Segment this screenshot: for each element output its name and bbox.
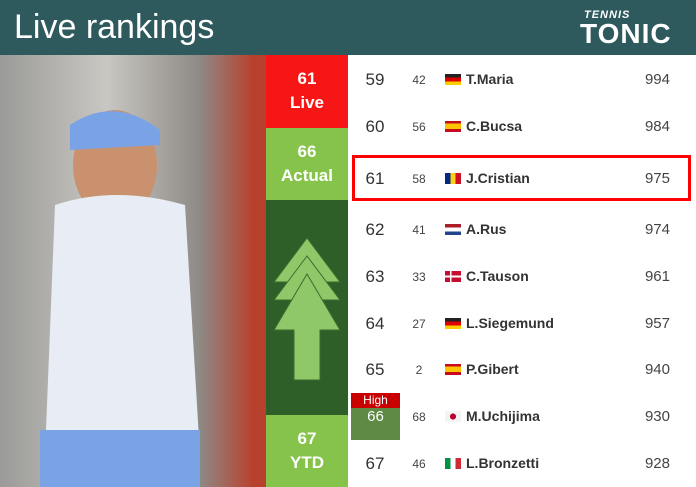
player-name[interactable]: T.Maria bbox=[466, 71, 514, 87]
points: 957 bbox=[644, 315, 670, 332]
player-name[interactable]: C.Tauson bbox=[466, 268, 529, 284]
career-high-badge: High 66 bbox=[351, 393, 400, 440]
points: 975 bbox=[644, 170, 670, 187]
header: Live rankings TENNIS TONIC bbox=[0, 0, 696, 55]
rank: 61 bbox=[365, 169, 385, 188]
previous-rank: 68 bbox=[412, 410, 426, 424]
ranking-row[interactable]: 59 42 T.Maria 994 bbox=[348, 56, 696, 103]
points: 984 bbox=[644, 118, 670, 135]
points: 974 bbox=[644, 221, 670, 238]
player-name[interactable]: P.Gibert bbox=[466, 361, 519, 377]
rank: 67 bbox=[365, 454, 385, 473]
player-name[interactable]: J.Cristian bbox=[466, 170, 530, 186]
points: 930 bbox=[644, 408, 670, 425]
player-name[interactable]: L.Siegemund bbox=[466, 315, 554, 331]
rank: 64 bbox=[365, 314, 385, 333]
ranking-row[interactable]: 67 46 L.Bronzetti 928 bbox=[348, 440, 696, 487]
current-player-highlight bbox=[352, 155, 691, 201]
flag-spain-icon bbox=[445, 121, 461, 132]
ytd-rank-box: 67 YTD bbox=[266, 415, 348, 487]
previous-rank: 33 bbox=[412, 270, 426, 284]
points: 928 bbox=[644, 455, 670, 472]
actual-rank-box: 66 Actual bbox=[266, 128, 348, 200]
rank: 63 bbox=[365, 267, 385, 286]
ranking-row[interactable]: 63 33 C.Tauson 961 bbox=[348, 253, 696, 300]
rank: 60 bbox=[365, 117, 385, 136]
points: 961 bbox=[644, 268, 670, 285]
previous-rank: 46 bbox=[412, 457, 426, 471]
previous-rank: 58 bbox=[412, 172, 426, 186]
page-title: Live rankings bbox=[14, 8, 215, 46]
player-name[interactable]: M.Uchijima bbox=[466, 408, 540, 424]
previous-rank: 42 bbox=[412, 73, 426, 87]
player-name[interactable]: A.Rus bbox=[466, 221, 507, 237]
trend-box bbox=[266, 200, 348, 415]
flag-germany-icon bbox=[445, 318, 461, 329]
ranking-row[interactable]: 61 58 J.Cristian 975 bbox=[348, 155, 696, 202]
ranking-summary: 61 Live 66 Actual 67 YTD bbox=[266, 55, 348, 487]
ranking-row[interactable]: 64 27 L.Siegemund 957 bbox=[348, 300, 696, 347]
tennis-tonic-logo[interactable]: TENNIS TONIC bbox=[580, 9, 672, 49]
live-rank-box: 61 Live bbox=[266, 55, 348, 128]
flag-denmark-icon bbox=[445, 271, 461, 282]
ranking-row[interactable]: 62 41 A.Rus 974 bbox=[348, 206, 696, 253]
player-photo bbox=[0, 55, 266, 487]
rank: 65 bbox=[365, 360, 385, 379]
player-name[interactable]: L.Bronzetti bbox=[466, 455, 540, 471]
player-name[interactable]: C.Bucsa bbox=[466, 118, 523, 134]
previous-rank: 27 bbox=[412, 317, 426, 331]
previous-rank: 56 bbox=[412, 120, 426, 134]
flag-germany-icon bbox=[445, 74, 461, 85]
ranking-row[interactable]: 65 2 P.Gibert 940 bbox=[348, 346, 696, 393]
points: 994 bbox=[644, 71, 670, 88]
flag-spain-icon bbox=[445, 364, 461, 375]
flag-japan-icon bbox=[445, 411, 461, 422]
previous-rank: 41 bbox=[412, 223, 426, 237]
arrow-up-icon bbox=[273, 237, 341, 381]
flag-netherlands-icon bbox=[445, 224, 461, 235]
flag-italy-icon bbox=[445, 458, 461, 469]
previous-rank: 2 bbox=[415, 363, 423, 377]
ranking-row[interactable]: 66 68 M.Uchijima 930 bbox=[348, 393, 696, 440]
rank: 62 bbox=[365, 220, 385, 239]
ranking-row[interactable]: 60 56 C.Bucsa 984 bbox=[348, 103, 696, 150]
flag-romania-icon bbox=[445, 173, 461, 184]
rank: 59 bbox=[365, 70, 385, 89]
points: 940 bbox=[644, 361, 670, 378]
